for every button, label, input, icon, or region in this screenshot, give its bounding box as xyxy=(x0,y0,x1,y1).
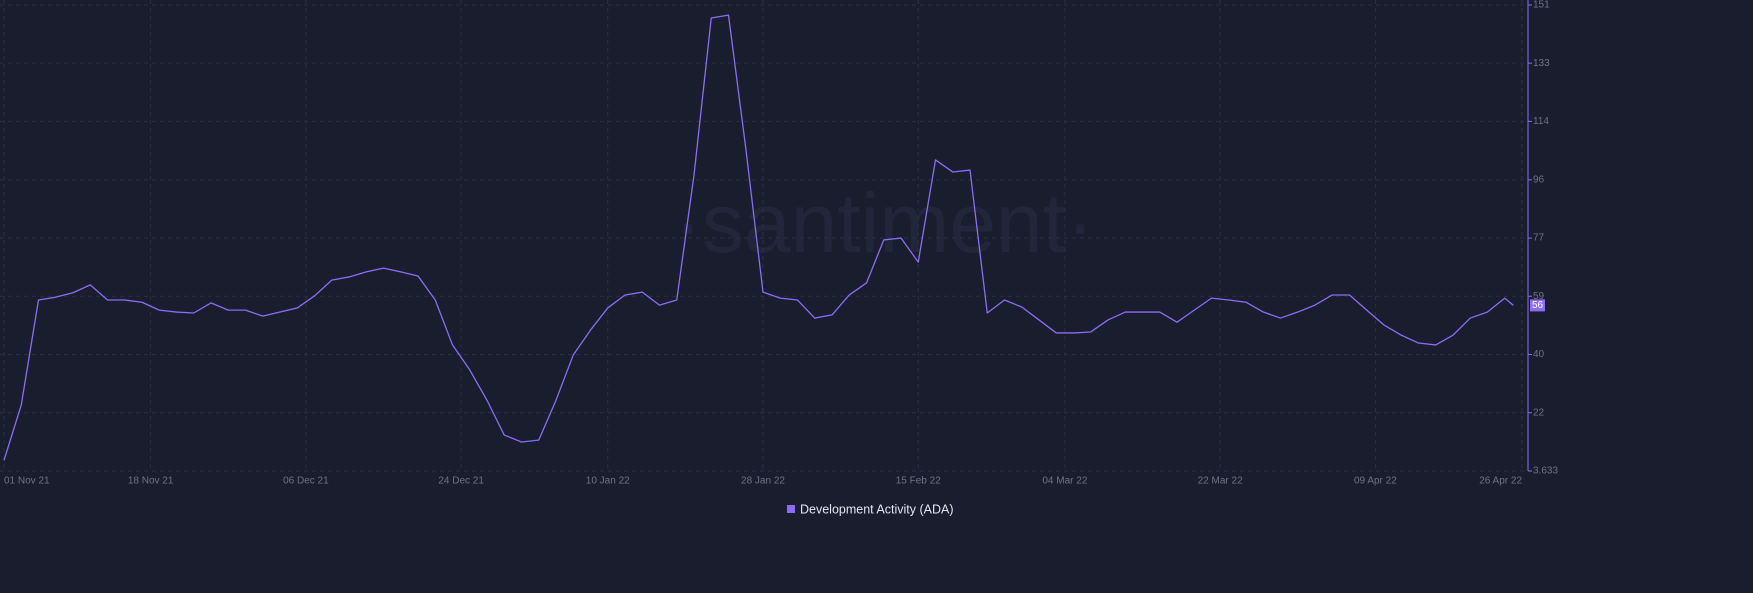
x-tick-label: 28 Jan 22 xyxy=(741,476,785,487)
x-tick-label: 18 Nov 21 xyxy=(128,476,174,487)
x-tick-label: 10 Jan 22 xyxy=(586,476,630,487)
x-tick-label: 15 Feb 22 xyxy=(896,476,941,487)
y-tick-label: 3.633 xyxy=(1533,466,1558,477)
y-tick-label: 133 xyxy=(1533,58,1550,69)
y-tick-label: 151 xyxy=(1533,0,1550,11)
y-tick-label: 96 xyxy=(1533,175,1545,186)
y-tick-label: 59 xyxy=(1533,291,1545,302)
x-tick-label: 26 Apr 22 xyxy=(1479,476,1522,487)
x-tick-label: 04 Mar 22 xyxy=(1042,476,1087,487)
watermark: ·santiment· xyxy=(674,176,1094,270)
y-tick-label: 114 xyxy=(1533,116,1549,127)
x-tick-label: 24 Dec 21 xyxy=(438,476,484,487)
last-value-label: 56 xyxy=(1532,300,1544,311)
y-tick-label: 77 xyxy=(1533,233,1545,244)
last-value-badge xyxy=(1530,299,1545,312)
x-tick-label: 22 Mar 22 xyxy=(1198,476,1243,487)
y-tick-label: 22 xyxy=(1533,407,1545,418)
legend-swatch xyxy=(787,505,795,513)
x-tick-label: 09 Apr 22 xyxy=(1354,476,1397,487)
y-tick-label: 40 xyxy=(1533,349,1545,360)
x-tick-label: 06 Dec 21 xyxy=(283,476,329,487)
x-tick-label: 01 Nov 21 xyxy=(4,476,50,487)
line xyxy=(3,14,1514,461)
legend-label: Development Activity (ADA) xyxy=(800,502,954,516)
